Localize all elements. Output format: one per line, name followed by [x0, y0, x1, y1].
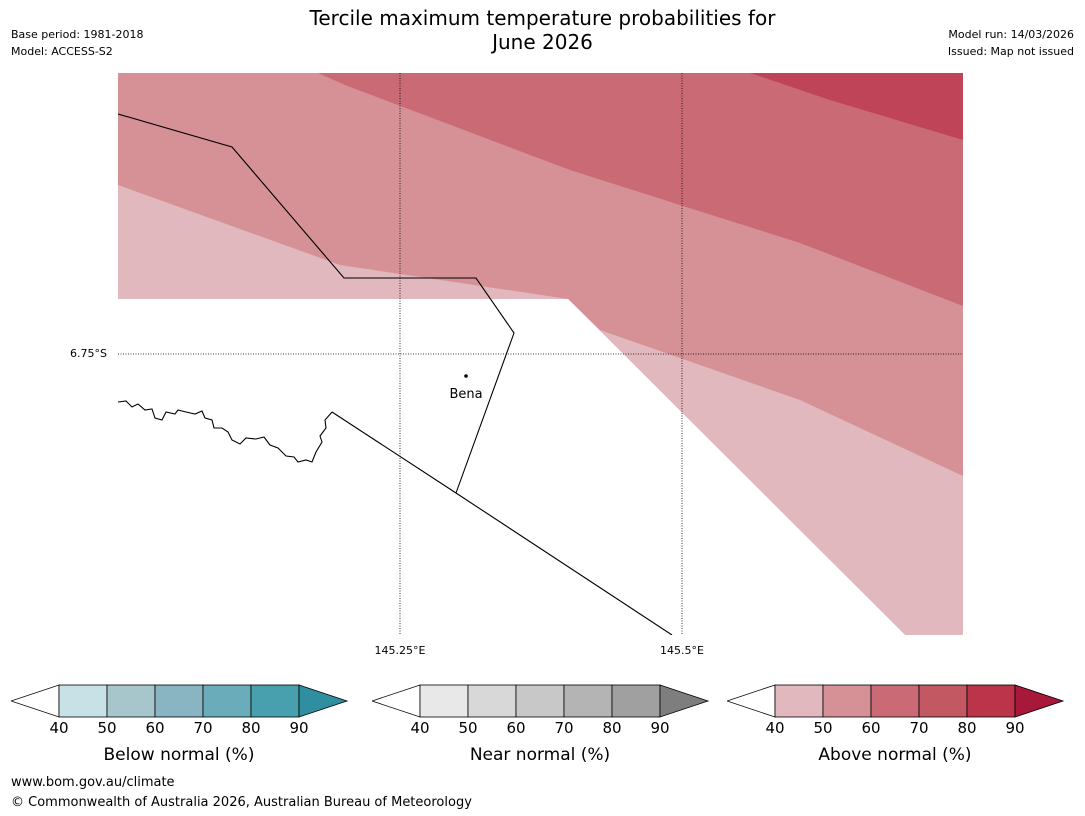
colorbar-1-segment-3: [563, 684, 613, 718]
colorbar-2-tick-3: 70: [909, 719, 929, 737]
colorbar-2-segment-4: [966, 684, 1016, 718]
colorbar-1-title: Near normal (%): [469, 745, 611, 765]
province-boundary: [118, 113, 515, 494]
title-line-1: Tercile maximum temperature probabilitie…: [309, 6, 776, 30]
colorbar-0-under-arrow: [11, 684, 60, 718]
title-line-2: June 2026: [492, 30, 593, 54]
colorbar-1-tick-5: 90: [650, 719, 670, 737]
colorbar-2-tick-5: 90: [1005, 719, 1025, 737]
colorbar-1-tick-2: 60: [506, 719, 526, 737]
colorbar-2-under-arrow: [727, 684, 776, 718]
lon-label-145-25: 145.25°E: [374, 644, 426, 657]
colorbar-0-segment-0: [58, 684, 108, 718]
model-name: Model: ACCESS-S2: [11, 45, 113, 58]
colorbar-0-tick-5: 90: [289, 719, 309, 737]
colorbar-0-over-arrow: [298, 684, 349, 718]
colorbar-2-title: Above normal (%): [818, 745, 972, 765]
coastline: [118, 400, 333, 463]
colorbar-0-tick-1: 50: [97, 719, 117, 737]
colorbar-1-tick-1: 50: [458, 719, 478, 737]
colorbar-2-tick-0: 40: [765, 719, 785, 737]
colorbar-2-tick-1: 50: [813, 719, 833, 737]
town-label: Bena: [449, 387, 483, 402]
map-title: Tercile maximum temperature probabilitie…: [0, 6, 1085, 54]
colorbar-0-segment-3: [202, 684, 252, 718]
colorbar-0-segment-2: [154, 684, 204, 718]
colorbar-1-tick-3: 70: [554, 719, 574, 737]
colorbar-1-tick-4: 80: [602, 719, 622, 737]
colorbar-1-segment-1: [467, 684, 517, 718]
colorbar-2-tick-2: 60: [861, 719, 881, 737]
no-data-region: [118, 299, 905, 635]
colorbar-1-segment-2: [515, 684, 565, 718]
colorbar-1: [372, 684, 710, 718]
lat-label: 6.75°S: [70, 347, 107, 360]
band-60-70: [318, 73, 963, 306]
colorbar-2-segment-1: [822, 684, 872, 718]
map-canvas: [118, 73, 963, 635]
colorbar-0-tick-0: 40: [49, 719, 69, 737]
meta-left: Base period: 1981-2018 Model: ACCESS-S2: [11, 26, 143, 60]
colorbar-0: [11, 684, 349, 718]
colorbar-2-tick-4: 80: [957, 719, 977, 737]
footer-url[interactable]: www.bom.gov.au/climate: [11, 775, 175, 790]
colorbar-1-over-arrow: [659, 684, 710, 718]
colorbar-2-segment-0: [774, 684, 824, 718]
band-70-80: [750, 73, 963, 140]
meta-right: Model run: 14/03/2026 Issued: Map not is…: [948, 26, 1074, 60]
town-marker: [464, 374, 468, 378]
colorbar-2-segment-3: [918, 684, 968, 718]
colorbar-0-tick-3: 70: [193, 719, 213, 737]
colorbar-1-segment-0: [419, 684, 469, 718]
colorbar-0-segment-4: [250, 684, 300, 718]
province-boundary-south: [331, 411, 673, 635]
colorbar-1-under-arrow: [372, 684, 421, 718]
base-period: Base period: 1981-2018: [11, 28, 144, 41]
colorbar-0-segment-1: [106, 684, 156, 718]
colorbar-2-segment-2: [870, 684, 920, 718]
colorbar-0-tick-2: 60: [145, 719, 165, 737]
colorbar-0-title: Below normal (%): [103, 745, 255, 765]
lon-label-145-5: 145.5°E: [660, 644, 704, 657]
colorbar-2-over-arrow: [1014, 684, 1065, 718]
colorbar-1-tick-0: 40: [410, 719, 430, 737]
colorbar-2: [727, 684, 1065, 718]
footer-copyright: © Commonwealth of Australia 2026, Austra…: [11, 795, 472, 810]
colorbar-1-segment-4: [611, 684, 661, 718]
model-run: Model run: 14/03/2026: [948, 28, 1074, 41]
colorbar-0-tick-4: 80: [241, 719, 261, 737]
issued-status: Issued: Map not issued: [947, 45, 1074, 58]
